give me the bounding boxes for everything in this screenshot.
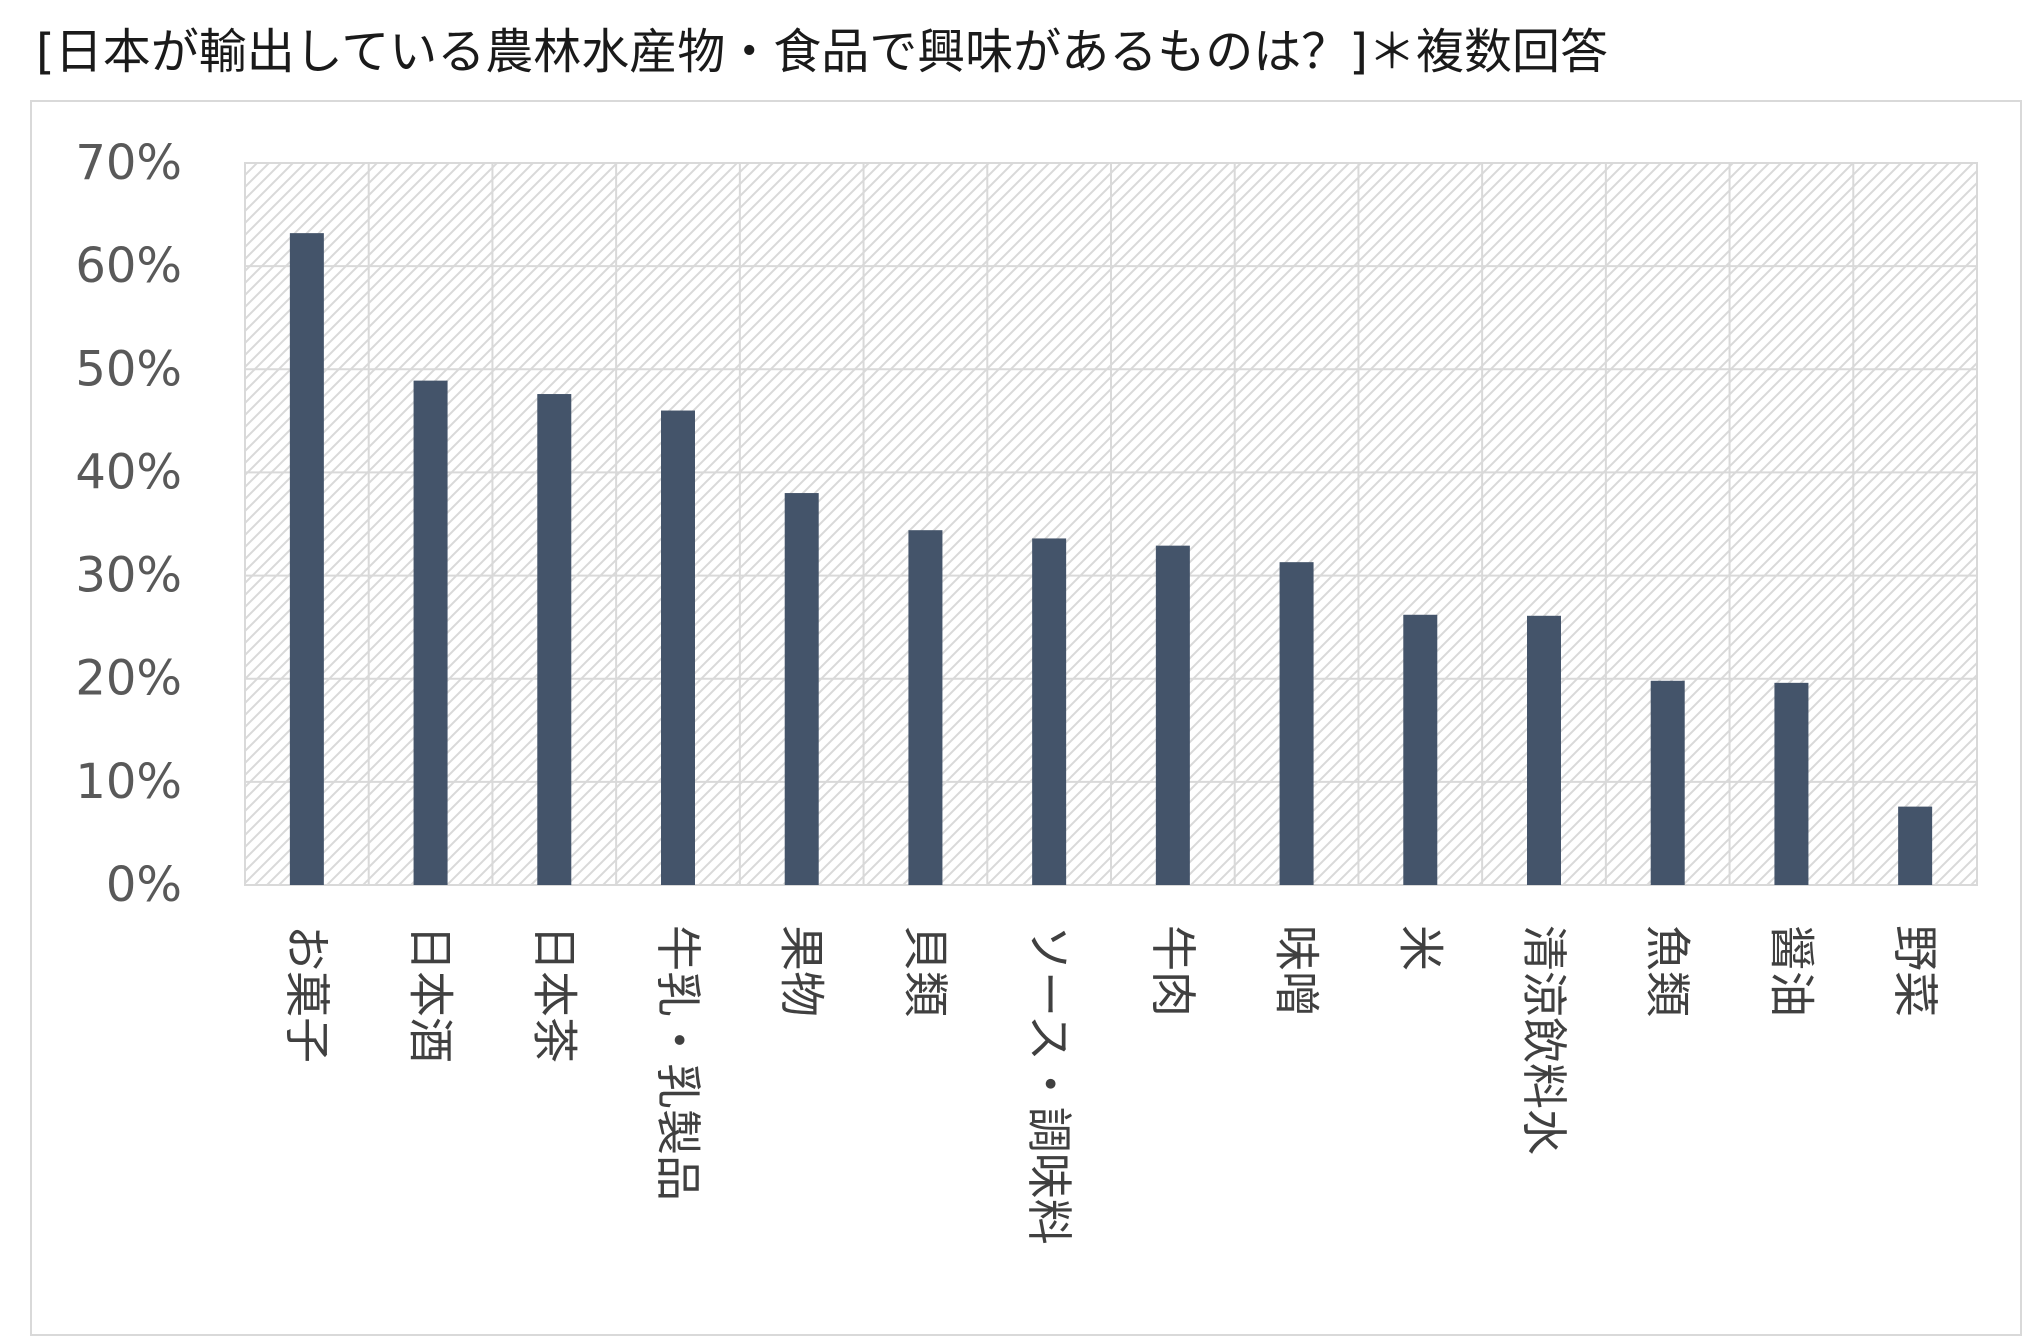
x-category-label: 野菜 (1888, 925, 1942, 1017)
chart-title: [日本が輸出している農林水産物・食品で興味があるものは？]＊複数回答 (36, 24, 1609, 80)
bar (1155, 545, 1190, 885)
y-tick-label: 60% (75, 238, 182, 294)
bar (784, 493, 819, 885)
bars (289, 233, 1933, 885)
x-category-label: 貝類 (898, 925, 952, 1017)
x-category-label: ソース・調味料 (1022, 925, 1076, 1245)
bar (537, 394, 572, 885)
x-category-label: 日本酒 (404, 925, 458, 1063)
bar (1774, 682, 1809, 885)
x-category-label: 牛肉 (1146, 925, 1200, 1017)
y-axis-ticks: 0% 10% 20% 30% 40% 50% 60% 70% (75, 135, 182, 913)
x-category-label: お菓子 (280, 925, 334, 1063)
y-tick-label: 10% (75, 754, 182, 810)
bar (1279, 562, 1314, 885)
x-category-label: 日本茶 (527, 925, 581, 1063)
x-category-label: 果物 (775, 925, 829, 1017)
y-tick-label: 70% (75, 135, 182, 191)
x-category-label: 魚類 (1641, 925, 1695, 1017)
y-tick-label: 50% (75, 341, 182, 397)
x-category-label: 米 (1393, 925, 1447, 971)
x-category-label: 味噌 (1270, 925, 1324, 1017)
y-tick-label: 40% (75, 444, 182, 500)
bar (289, 233, 324, 885)
x-category-label: 牛乳・乳製品 (651, 925, 705, 1201)
y-tick-label: 30% (75, 548, 182, 604)
bar (908, 530, 943, 885)
x-axis-labels: お菓子 日本酒 日本茶 牛乳・乳製品 果物 貝類 ソース・調味料 牛肉 味噌 米 清涼飲料水 魚類 醤油… (280, 925, 1942, 1245)
bar (1032, 538, 1067, 885)
gridlines (245, 162, 1977, 886)
bar (413, 380, 448, 885)
bar (1527, 615, 1561, 885)
chart-frame (30, 100, 2022, 1336)
y-tick-label: 20% (75, 651, 182, 707)
x-category-label: 醤油 (1764, 925, 1818, 1017)
bar (1403, 614, 1438, 885)
bar (1898, 806, 1933, 885)
bar (1650, 680, 1685, 885)
y-tick-label: 0% (106, 857, 182, 913)
x-category-label: 清涼飲料水 (1517, 925, 1571, 1155)
bar (661, 410, 695, 885)
